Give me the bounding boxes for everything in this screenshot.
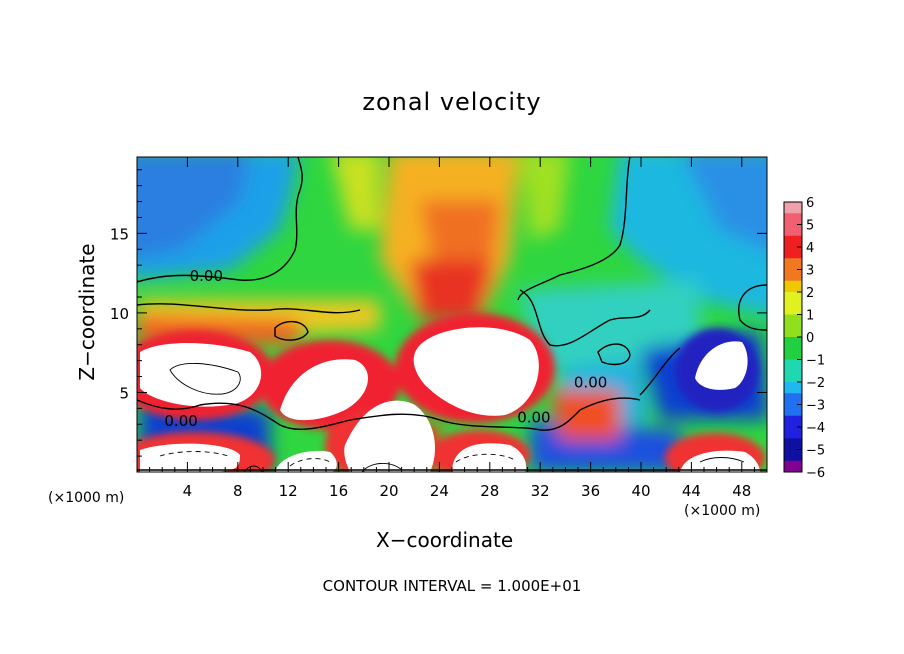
colorbar-segment (784, 269, 802, 282)
contour-interval-note: CONTOUR INTERVAL = 1.000E+01 (322, 577, 582, 595)
colorbar-segment (784, 415, 802, 428)
contour-label: 0.00 (164, 412, 197, 430)
x-tick-label: 8 (233, 482, 243, 500)
x-axis-label: X−coordinate (376, 528, 514, 552)
contour-label: 0.00 (574, 374, 607, 392)
x-tick-label: 16 (329, 482, 348, 500)
colorbar-segment (784, 314, 802, 327)
colorbar-tick-label: 3 (806, 264, 814, 279)
colorbar: 6 5 4 3 2 1 0 −1 −2 −3 −4 −5 −6 (783, 196, 825, 481)
colorbar-tick-label: 0 (806, 331, 814, 346)
colorbar-segment (784, 348, 802, 360)
x-tick-label: 24 (430, 482, 449, 500)
colorbar-segment (784, 359, 802, 372)
colorbar-tick-label: 6 (806, 196, 814, 211)
colorbar-tick-label: 2 (806, 286, 814, 301)
colorbar-tick-label: 4 (806, 241, 814, 256)
velocity-field (137, 157, 767, 472)
x-unit-label-right: (×1000 m) (684, 503, 761, 519)
colorbar-tick-label: −4 (806, 421, 825, 436)
colorbar-segment (784, 393, 802, 405)
colorbar-segment (784, 337, 802, 349)
colorbar-segment (784, 427, 802, 439)
colorbar-tick-label: −6 (806, 466, 825, 481)
y-tick-label: 10 (110, 305, 129, 323)
colorbar-segment (784, 325, 802, 338)
colorbar-segment (784, 303, 802, 315)
colorbar-tick-label: −3 (806, 399, 825, 414)
x-tick-label: 48 (732, 482, 751, 500)
colorbar-segment (784, 370, 802, 383)
y-axis: 5 10 15 (110, 169, 767, 457)
x-unit-label-left: (×1000 m) (48, 490, 125, 506)
x-tick-label: 44 (682, 482, 701, 500)
x-tick-label: 32 (531, 482, 550, 500)
x-tick-label: 12 (279, 482, 298, 500)
y-tick-label: 5 (119, 384, 129, 402)
x-tick-label: 4 (183, 482, 193, 500)
colorbar-segment (784, 213, 802, 225)
colorbar-segment (784, 382, 802, 394)
colorbar-segment (784, 404, 802, 417)
x-axis: 4 8 12 16 20 24 28 32 36 40 44 48 (149, 157, 755, 500)
colorbar-segment (784, 449, 802, 462)
colorbar-segment (784, 292, 802, 304)
x-tick-label: 40 (631, 482, 650, 500)
colorbar-segment (784, 224, 802, 237)
colorbar-tick-label: −5 (806, 444, 825, 459)
colorbar-segment (784, 235, 802, 248)
colorbar-segment (784, 280, 802, 293)
colorbar-tick-label: −1 (806, 354, 825, 369)
colorbar-tick-label: −2 (806, 376, 825, 391)
x-tick-label: 20 (379, 482, 398, 500)
y-axis-label: Z−coordinate (75, 243, 99, 381)
colorbar-segment (784, 258, 802, 270)
colorbar-segment (784, 202, 802, 214)
x-tick-label: 28 (480, 482, 499, 500)
colorbar-segment (784, 460, 802, 473)
colorbar-tick-label: 1 (806, 309, 814, 324)
contour-label: 0.00 (517, 409, 550, 427)
y-tick-label: 15 (110, 225, 129, 243)
colorbar-segment (784, 247, 802, 259)
colorbar-segment (784, 438, 802, 450)
contour-label: 0.00 (190, 267, 223, 285)
colorbar-tick-label: 5 (806, 219, 814, 234)
chart-title: zonal velocity (362, 88, 542, 116)
x-tick-label: 36 (581, 482, 600, 500)
